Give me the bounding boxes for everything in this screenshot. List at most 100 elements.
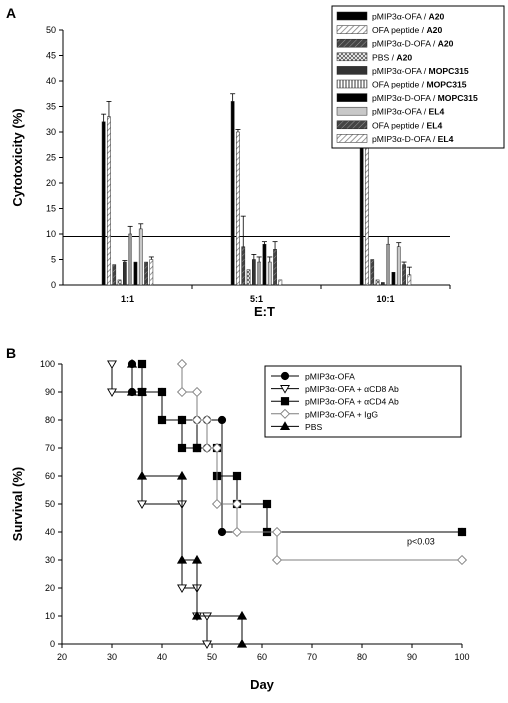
legend-swatch [336, 134, 368, 143]
bar [370, 259, 375, 286]
x-tick-label: 5:1 [250, 294, 263, 304]
bar [278, 279, 283, 286]
data-point [231, 526, 243, 538]
series-group [107, 360, 212, 649]
legend-swatch [336, 66, 368, 75]
bar [273, 249, 277, 286]
y-tick-label: 25 [46, 153, 56, 163]
y-tick-label: 40 [45, 527, 55, 537]
bar [396, 246, 401, 286]
x-tick-label: 40 [157, 652, 167, 662]
data-point [126, 386, 138, 396]
legend-swatch [336, 25, 368, 34]
data-point [201, 414, 213, 426]
bar [375, 279, 380, 286]
bar [107, 116, 111, 286]
legend-label: pMIP3α-OFA / A20 [372, 12, 445, 22]
y-tick-label: 0 [50, 639, 55, 649]
data-point [217, 415, 227, 425]
legend-marker [280, 371, 290, 381]
data-point [176, 554, 188, 564]
x-tick-label: 70 [307, 652, 317, 662]
data-point [126, 358, 138, 368]
legend-marker [279, 408, 291, 419]
data-point [271, 526, 283, 538]
data-point [457, 527, 467, 537]
legend-label: pMIP3α-D-OFA / A20 [372, 39, 454, 49]
data-point [177, 443, 187, 453]
y-tick-label: 70 [45, 443, 55, 453]
x-tick-label: 90 [407, 652, 417, 662]
legend-label: OFA peptide / EL4 [372, 120, 442, 130]
y-tick-label: 45 [46, 51, 56, 61]
data-point [191, 386, 203, 398]
bar [149, 259, 154, 286]
y-tick-label: 10 [45, 611, 55, 621]
data-point [157, 387, 167, 397]
data-point [271, 554, 283, 566]
legend-label: pMIP3α-OFA + IgG [305, 409, 378, 419]
legend-swatch [336, 38, 368, 48]
series-group [126, 358, 248, 648]
data-point [192, 443, 202, 453]
data-point [202, 640, 212, 649]
y-tick-label: 100 [40, 359, 55, 369]
data-point [236, 638, 248, 648]
data-point [136, 470, 148, 480]
data-point [231, 498, 243, 510]
legend-label: pMIP3α-D-OFA / MOPC315 [372, 93, 478, 103]
data-point [137, 500, 147, 509]
bar [123, 261, 127, 286]
data-point [211, 498, 223, 510]
y-axis-title: Survival (%) [10, 467, 25, 541]
data-point [176, 386, 188, 398]
y-tick-label: 5 [51, 255, 56, 265]
y-tick-label: 0 [51, 280, 56, 290]
data-point [157, 415, 167, 425]
y-tick-label: 30 [45, 555, 55, 565]
legend-marker [280, 397, 290, 406]
bar [257, 261, 261, 286]
data-point [232, 471, 242, 481]
y-tick-label: 90 [45, 387, 55, 397]
legend-label: pMIP3α-D-OFA / EL4 [372, 134, 454, 144]
legend-label: pMIP3α-OFA + αCD8 Ab [305, 384, 399, 394]
survival-line-chart: 0 10 20 30 40 50 60 70 80 90 100 20 30 40 50 60 70 80 90 10… [10, 358, 470, 692]
bar [133, 261, 138, 286]
bar [252, 259, 256, 286]
data-point [262, 499, 272, 509]
bar [402, 264, 406, 286]
data-point [217, 527, 227, 537]
y-tick-label: 35 [46, 102, 56, 112]
legend-swatch [336, 106, 368, 116]
x-tick-label: 80 [357, 652, 367, 662]
bar [128, 233, 133, 286]
legend-label: pMIP3α-OFA / EL4 [372, 107, 445, 117]
y-axis-title: Cytotoxicity (%) [10, 108, 25, 206]
x-tick-label: 1:1 [121, 294, 134, 304]
data-point [456, 554, 468, 566]
bar [144, 261, 148, 286]
y-tick-label: 20 [45, 583, 55, 593]
legend-label: OFA peptide / A20 [372, 25, 442, 35]
bar [241, 246, 246, 286]
data-point [107, 388, 117, 397]
legend-swatch [336, 120, 368, 130]
legend-marker [280, 385, 290, 394]
legend-swatch [336, 11, 368, 21]
x-axis-title: E:T [254, 304, 275, 319]
y-tick-label: 15 [46, 204, 56, 214]
data-point [176, 470, 188, 480]
y-tick-label: 20 [46, 178, 56, 188]
legend-label: PBS / A20 [372, 52, 412, 62]
data-point [211, 442, 223, 454]
legend-swatch [336, 52, 368, 62]
legend-swatch [336, 93, 368, 102]
data-point [136, 386, 148, 396]
data-point [191, 610, 203, 620]
data-point [177, 415, 187, 425]
y-tick-label: 50 [45, 499, 55, 509]
y-tick-label: 50 [46, 25, 56, 35]
legend-label: pMIP3α-OFA + αCD4 Ab [305, 397, 399, 407]
